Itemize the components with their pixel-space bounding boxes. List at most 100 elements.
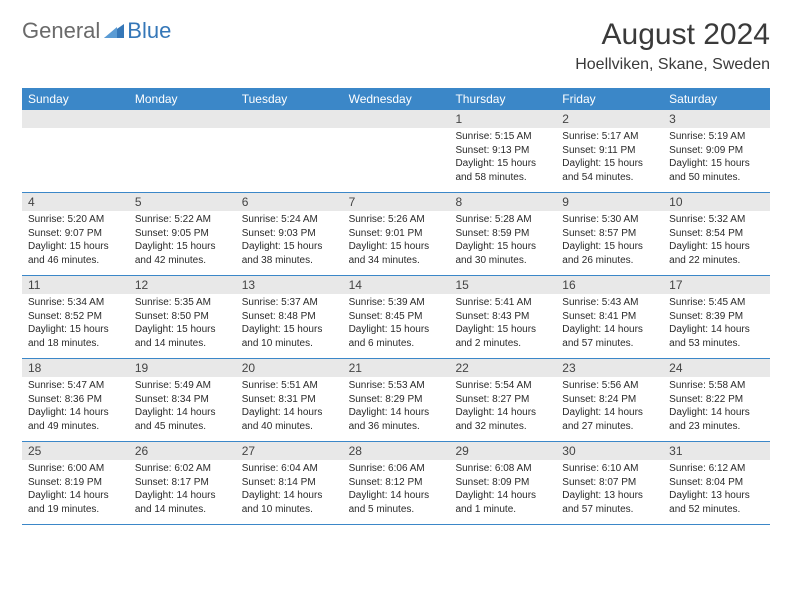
day-cell: 29Sunrise: 6:08 AMSunset: 8:09 PMDayligh… xyxy=(449,442,556,524)
sunrise-text: Sunrise: 5:24 AM xyxy=(242,213,337,227)
day-number: 23 xyxy=(556,359,663,377)
day-body: Sunrise: 5:49 AMSunset: 8:34 PMDaylight:… xyxy=(129,377,236,437)
sunset-text: Sunset: 8:36 PM xyxy=(28,393,123,407)
day-body: Sunrise: 5:54 AMSunset: 8:27 PMDaylight:… xyxy=(449,377,556,437)
dow-saturday: Saturday xyxy=(663,88,770,110)
sunset-text: Sunset: 8:50 PM xyxy=(135,310,230,324)
dow-thursday: Thursday xyxy=(449,88,556,110)
calendar-grid: Sunday Monday Tuesday Wednesday Thursday… xyxy=(22,88,770,525)
day-number: 17 xyxy=(663,276,770,294)
sunrise-text: Sunrise: 6:10 AM xyxy=(562,462,657,476)
day-number: 19 xyxy=(129,359,236,377)
brand-logo: General Blue xyxy=(22,18,171,44)
sunset-text: Sunset: 8:57 PM xyxy=(562,227,657,241)
daylight-text: Daylight: 15 hours and 6 minutes. xyxy=(349,323,444,350)
day-number xyxy=(22,110,129,128)
sunset-text: Sunset: 8:54 PM xyxy=(669,227,764,241)
day-cell xyxy=(129,110,236,192)
sunrise-text: Sunrise: 5:22 AM xyxy=(135,213,230,227)
sunrise-text: Sunrise: 5:28 AM xyxy=(455,213,550,227)
day-cell: 5Sunrise: 5:22 AMSunset: 9:05 PMDaylight… xyxy=(129,193,236,275)
month-title: August 2024 xyxy=(575,18,770,52)
sunset-text: Sunset: 8:34 PM xyxy=(135,393,230,407)
daylight-text: Daylight: 13 hours and 57 minutes. xyxy=(562,489,657,516)
sunset-text: Sunset: 8:31 PM xyxy=(242,393,337,407)
sunset-text: Sunset: 8:19 PM xyxy=(28,476,123,490)
day-cell: 16 Sunrise: 5:43 AMSunset: 8:41 PMDayligh… xyxy=(556,276,663,358)
sunrise-text: Sunrise: 6:00 AM xyxy=(28,462,123,476)
sunset-text: Sunset: 8:22 PM xyxy=(669,393,764,407)
day-cell: 19Sunrise: 5:49 AMSunset: 8:34 PMDayligh… xyxy=(129,359,236,441)
daylight-text: Daylight: 15 hours and 26 minutes. xyxy=(562,240,657,267)
daylight-text: Daylight: 14 hours and 19 minutes. xyxy=(28,489,123,516)
day-cell: 2Sunrise: 5:17 AMSunset: 9:11 PMDaylight… xyxy=(556,110,663,192)
sunrise-text: Sunrise: 5:53 AM xyxy=(349,379,444,393)
daylight-text: Daylight: 15 hours and 42 minutes. xyxy=(135,240,230,267)
daylight-text: Daylight: 15 hours and 50 minutes. xyxy=(669,157,764,184)
day-of-week-header: Sunday Monday Tuesday Wednesday Thursday… xyxy=(22,88,770,110)
day-number: 5 xyxy=(129,193,236,211)
day-cell: 12Sunrise: 5:35 AMSunset: 8:50 PMDayligh… xyxy=(129,276,236,358)
weeks-container: 1Sunrise: 5:15 AMSunset: 9:13 PMDaylight… xyxy=(22,110,770,525)
day-body: Sunrise: 5:35 AMSunset: 8:50 PMDaylight:… xyxy=(129,294,236,354)
sunrise-text: Sunrise: 5:41 AM xyxy=(455,296,550,310)
day-cell: 30Sunrise: 6:10 AMSunset: 8:07 PMDayligh… xyxy=(556,442,663,524)
day-cell xyxy=(22,110,129,192)
day-cell: 9Sunrise: 5:30 AMSunset: 8:57 PMDaylight… xyxy=(556,193,663,275)
sunrise-text: Sunrise: 6:02 AM xyxy=(135,462,230,476)
page-header: General Blue August 2024 Hoellviken, Ska… xyxy=(22,18,770,74)
daylight-text: Daylight: 15 hours and 10 minutes. xyxy=(242,323,337,350)
sunrise-text: Sunrise: 5:35 AM xyxy=(135,296,230,310)
day-number: 29 xyxy=(449,442,556,460)
day-body: Sunrise: 5:24 AMSunset: 9:03 PMDaylight:… xyxy=(236,211,343,271)
week-row: 11Sunrise: 5:34 AMSunset: 8:52 PMDayligh… xyxy=(22,276,770,359)
day-body xyxy=(22,128,129,188)
sunrise-text: Sunrise: 5:43 AM xyxy=(562,296,657,310)
sunset-text: Sunset: 9:01 PM xyxy=(349,227,444,241)
day-cell: 27Sunrise: 6:04 AMSunset: 8:14 PMDayligh… xyxy=(236,442,343,524)
daylight-text: Daylight: 14 hours and 57 minutes. xyxy=(562,323,657,350)
sunrise-text: Sunrise: 5:32 AM xyxy=(669,213,764,227)
day-cell: 13Sunrise: 5:37 AMSunset: 8:48 PMDayligh… xyxy=(236,276,343,358)
sunrise-text: Sunrise: 5:47 AM xyxy=(28,379,123,393)
dow-tuesday: Tuesday xyxy=(236,88,343,110)
daylight-text: Daylight: 14 hours and 32 minutes. xyxy=(455,406,550,433)
daylight-text: Daylight: 14 hours and 49 minutes. xyxy=(28,406,123,433)
daylight-text: Daylight: 14 hours and 40 minutes. xyxy=(242,406,337,433)
daylight-text: Daylight: 14 hours and 36 minutes. xyxy=(349,406,444,433)
title-block: August 2024 Hoellviken, Skane, Sweden xyxy=(575,18,770,74)
day-number: 20 xyxy=(236,359,343,377)
day-cell: 18Sunrise: 5:47 AMSunset: 8:36 PMDayligh… xyxy=(22,359,129,441)
day-body: Sunrise: 6:08 AMSunset: 8:09 PMDaylight:… xyxy=(449,460,556,520)
day-body xyxy=(236,128,343,188)
day-cell: 8Sunrise: 5:28 AMSunset: 8:59 PMDaylight… xyxy=(449,193,556,275)
calendar-page: General Blue August 2024 Hoellviken, Ska… xyxy=(0,0,792,543)
daylight-text: Daylight: 13 hours and 52 minutes. xyxy=(669,489,764,516)
day-body: Sunrise: 5:34 AMSunset: 8:52 PMDaylight:… xyxy=(22,294,129,354)
day-number xyxy=(236,110,343,128)
day-cell: 31Sunrise: 6:12 AMSunset: 8:04 PMDayligh… xyxy=(663,442,770,524)
day-number xyxy=(343,110,450,128)
day-body: Sunrise: 6:04 AMSunset: 8:14 PMDaylight:… xyxy=(236,460,343,520)
day-cell: 11Sunrise: 5:34 AMSunset: 8:52 PMDayligh… xyxy=(22,276,129,358)
sunrise-text: Sunrise: 5:20 AM xyxy=(28,213,123,227)
day-number: 1 xyxy=(449,110,556,128)
day-number: 15 xyxy=(449,276,556,294)
day-cell: 23Sunrise: 5:56 AMSunset: 8:24 PMDayligh… xyxy=(556,359,663,441)
day-cell: 26Sunrise: 6:02 AMSunset: 8:17 PMDayligh… xyxy=(129,442,236,524)
dow-sunday: Sunday xyxy=(22,88,129,110)
week-row: 4Sunrise: 5:20 AMSunset: 9:07 PMDaylight… xyxy=(22,193,770,276)
daylight-text: Daylight: 15 hours and 46 minutes. xyxy=(28,240,123,267)
sunrise-text: Sunrise: 5:26 AM xyxy=(349,213,444,227)
sunrise-text: Sunrise: 5:17 AM xyxy=(562,130,657,144)
sunset-text: Sunset: 8:41 PM xyxy=(562,310,657,324)
day-number: 14 xyxy=(343,276,450,294)
day-cell: 25Sunrise: 6:00 AMSunset: 8:19 PMDayligh… xyxy=(22,442,129,524)
sunset-text: Sunset: 8:29 PM xyxy=(349,393,444,407)
day-number: 16 xyxy=(556,276,663,294)
sunset-text: Sunset: 8:12 PM xyxy=(349,476,444,490)
daylight-text: Daylight: 14 hours and 27 minutes. xyxy=(562,406,657,433)
day-body: Sunrise: 5:22 AMSunset: 9:05 PMDaylight:… xyxy=(129,211,236,271)
day-cell: 24Sunrise: 5:58 AMSunset: 8:22 PMDayligh… xyxy=(663,359,770,441)
sunset-text: Sunset: 8:39 PM xyxy=(669,310,764,324)
